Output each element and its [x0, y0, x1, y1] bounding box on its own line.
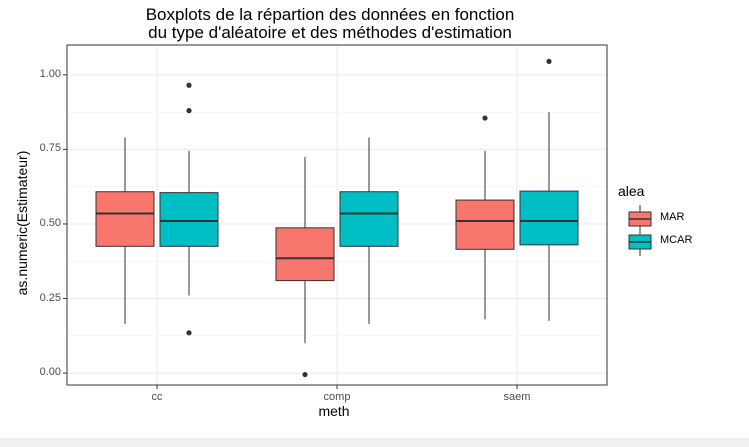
box-mar-saem — [455, 199, 515, 250]
outlier-mar-comp — [302, 371, 308, 378]
window-bottom-bar — [0, 438, 749, 447]
y-tick-label: 0.50 — [39, 216, 61, 229]
outlier-mcar-cc — [186, 82, 192, 88]
x-tick-label: cc — [151, 391, 163, 403]
legend-key-mcar — [628, 228, 652, 256]
legend-title: alea — [618, 183, 645, 199]
outlier-mcar-cc — [186, 108, 192, 114]
y-tick-label: 0.00 — [39, 366, 61, 379]
y-tick-label: 0.75 — [39, 142, 61, 155]
chart-title-line-1: Boxplots de la répartion des données en … — [145, 5, 515, 24]
chart-title-line-2: du type d'aléatoire et des méthodes d'es… — [148, 23, 512, 42]
box-mcar-saem — [519, 190, 579, 246]
legend: alea MAR MCAR — [618, 183, 728, 263]
x-tick-label: comp — [323, 391, 351, 403]
y-tick-label: 1.00 — [39, 67, 61, 80]
outlier-mcar-cc — [186, 330, 192, 336]
x-tick-label: saem — [503, 391, 531, 403]
x-axis-label: meth — [318, 403, 350, 419]
box-mcar-cc — [159, 192, 219, 247]
legend-label-mcar: MCAR — [660, 234, 693, 246]
outlier-mcar-saem — [546, 58, 552, 65]
legend-label-mar: MAR — [660, 211, 685, 223]
outlier-mar-saem — [482, 115, 488, 121]
y-tick-label: 0.25 — [39, 291, 61, 304]
box-mar-cc — [95, 191, 155, 247]
y-axis-label: as.numeric(Estimateur) — [14, 150, 30, 296]
box-mcar-comp — [339, 191, 399, 247]
box-mar-comp — [275, 227, 335, 282]
